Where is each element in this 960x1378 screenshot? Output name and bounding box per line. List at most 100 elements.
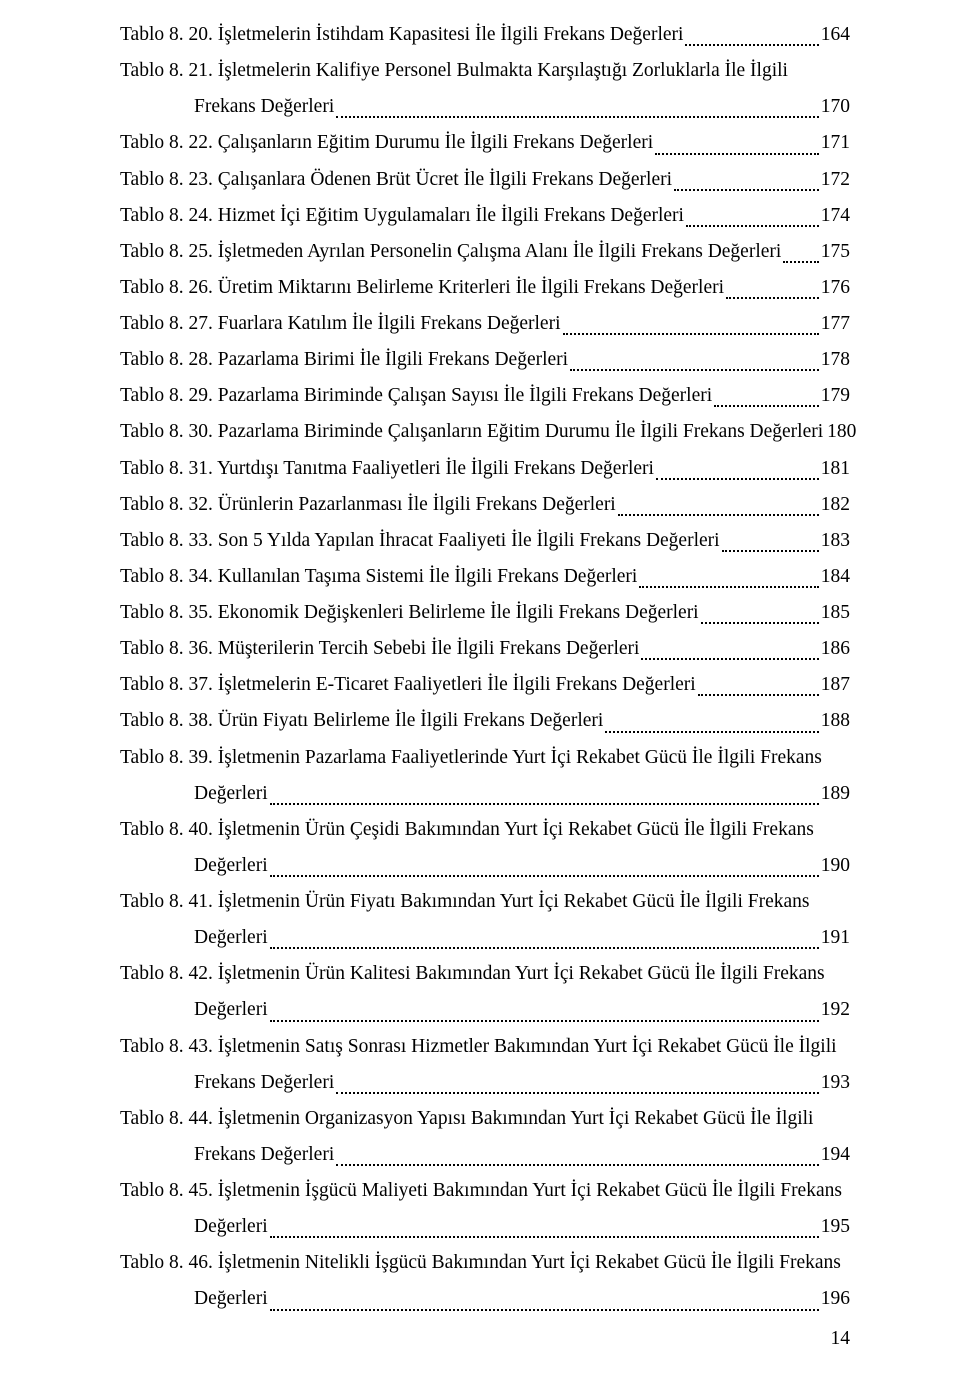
toc-entry: Tablo 8. 21. İşletmelerin Kalifiye Perso… bbox=[120, 54, 850, 88]
toc-entry-text: Tablo 8. 27. Fuarlara Katılım İle İlgili… bbox=[120, 307, 561, 341]
toc-leader-dots bbox=[270, 1235, 819, 1238]
toc-entry-page: 175 bbox=[821, 235, 850, 269]
toc-entry-page: 193 bbox=[821, 1066, 850, 1100]
toc-entry-text: Değerleri bbox=[194, 1210, 268, 1244]
toc-entry-page: 181 bbox=[821, 452, 850, 486]
toc-leader-dots bbox=[639, 585, 818, 588]
toc-entry: Tablo 8. 29. Pazarlama Biriminde Çalışan… bbox=[120, 379, 850, 413]
toc-entry-page: 188 bbox=[821, 704, 850, 738]
toc-entry-text: Tablo 8. 26. Üretim Miktarını Belirleme … bbox=[120, 271, 724, 305]
toc-entry-text: Tablo 8. 23. Çalışanlara Ödenen Brüt Ücr… bbox=[120, 163, 672, 197]
toc-page: Tablo 8. 20. İşletmelerin İstihdam Kapas… bbox=[0, 0, 960, 1378]
toc-entry: Tablo 8. 37. İşletmelerin E-Ticaret Faal… bbox=[120, 668, 850, 702]
toc-entry-text: Tablo 8. 44. İşletmenin Organizasyon Yap… bbox=[120, 1102, 813, 1136]
toc-leader-dots bbox=[656, 477, 819, 480]
toc-entry-page: 183 bbox=[821, 524, 850, 558]
toc-entry-text: Tablo 8. 28. Pazarlama Birimi İle İlgili… bbox=[120, 343, 568, 377]
toc-entry: Tablo 8. 23. Çalışanlara Ödenen Brüt Ücr… bbox=[120, 163, 850, 197]
toc-entry-text: Tablo 8. 35. Ekonomik Değişkenleri Belir… bbox=[120, 596, 699, 630]
toc-entry: Değerleri 195 bbox=[120, 1210, 850, 1244]
toc-leader-dots bbox=[270, 1019, 819, 1022]
toc-leader-dots bbox=[674, 188, 819, 191]
toc-entry: Tablo 8. 30. Pazarlama Biriminde Çalışan… bbox=[120, 415, 850, 449]
toc-entry-page: 172 bbox=[821, 163, 850, 197]
toc-leader-dots bbox=[570, 368, 819, 371]
toc-entry: Tablo 8. 39. İşletmenin Pazarlama Faaliy… bbox=[120, 741, 850, 775]
toc-entry: Tablo 8. 32. Ürünlerin Pazarlanması İle … bbox=[120, 488, 850, 522]
toc-entry-text: Değerleri bbox=[194, 921, 268, 955]
toc-leader-dots bbox=[270, 802, 819, 805]
toc-entry-page: 179 bbox=[821, 379, 850, 413]
toc-entry: Değerleri192 bbox=[120, 993, 850, 1027]
toc-leader-dots bbox=[686, 224, 819, 227]
toc-entry-text: Frekans Değerleri bbox=[194, 90, 334, 124]
toc-leader-dots bbox=[655, 152, 819, 155]
toc-entry-text: Değerleri bbox=[194, 993, 268, 1027]
toc-entry: Tablo 8. 31. Yurtdışı Tanıtma Faaliyetle… bbox=[120, 452, 850, 486]
toc-entry-page: 184 bbox=[821, 560, 850, 594]
toc-entry: Tablo 8. 44. İşletmenin Organizasyon Yap… bbox=[120, 1102, 850, 1136]
toc-entry-page: 180 bbox=[827, 415, 856, 449]
toc-entry: Frekans Değerleri 193 bbox=[120, 1066, 850, 1100]
toc-entry: Tablo 8. 35. Ekonomik Değişkenleri Belir… bbox=[120, 596, 850, 630]
toc-leader-dots bbox=[685, 43, 818, 46]
toc-entry-page: 191 bbox=[821, 921, 850, 955]
toc-leader-dots bbox=[270, 946, 819, 949]
toc-entry-text: Tablo 8. 21. İşletmelerin Kalifiye Perso… bbox=[120, 54, 788, 88]
toc-entry: Tablo 8. 45. İşletmenin İşgücü Maliyeti … bbox=[120, 1174, 850, 1208]
toc-leader-dots bbox=[726, 296, 819, 299]
toc-entry-text: Tablo 8. 24. Hizmet İçi Eğitim Uygulamal… bbox=[120, 199, 684, 233]
toc-entry-text: Tablo 8. 20. İşletmelerin İstihdam Kapas… bbox=[120, 18, 683, 52]
toc-entry: Tablo 8. 24. Hizmet İçi Eğitim Uygulamal… bbox=[120, 199, 850, 233]
toc-entry-text: Tablo 8. 39. İşletmenin Pazarlama Faaliy… bbox=[120, 741, 822, 775]
toc-entry-page: 196 bbox=[821, 1282, 850, 1316]
toc-entry-page: 164 bbox=[821, 18, 850, 52]
toc-leader-dots bbox=[698, 693, 819, 696]
toc-entry: Tablo 8. 36. Müşterilerin Tercih Sebebi … bbox=[120, 632, 850, 666]
toc-entry-text: Tablo 8. 33. Son 5 Yılda Yapılan İhracat… bbox=[120, 524, 720, 558]
toc-leader-dots bbox=[336, 115, 819, 118]
toc-entry-text: Tablo 8. 30. Pazarlama Biriminde Çalışan… bbox=[120, 415, 823, 449]
toc-entry-page: 187 bbox=[821, 668, 850, 702]
toc-leader-dots bbox=[605, 730, 818, 733]
toc-entry: Tablo 8. 27. Fuarlara Katılım İle İlgili… bbox=[120, 307, 850, 341]
toc-leader-dots bbox=[336, 1091, 819, 1094]
toc-entry: Tablo 8. 34. Kullanılan Taşıma Sistemi İ… bbox=[120, 560, 850, 594]
toc-entry-text: Tablo 8. 37. İşletmelerin E-Ticaret Faal… bbox=[120, 668, 696, 702]
toc-entry: Tablo 8. 40. İşletmenin Ürün Çeşidi Bakı… bbox=[120, 813, 850, 847]
toc-entry-text: Değerleri bbox=[194, 849, 268, 883]
toc-entry: Değerleri 191 bbox=[120, 921, 850, 955]
toc-entry: Frekans Değerleri194 bbox=[120, 1138, 850, 1172]
toc-entry-text: Tablo 8. 32. Ürünlerin Pazarlanması İle … bbox=[120, 488, 616, 522]
toc-entry-text: Frekans Değerleri bbox=[194, 1138, 334, 1172]
toc-list: Tablo 8. 20. İşletmelerin İstihdam Kapas… bbox=[120, 18, 850, 1317]
toc-entry-page: 195 bbox=[821, 1210, 850, 1244]
toc-entry-text: Tablo 8. 36. Müşterilerin Tercih Sebebi … bbox=[120, 632, 639, 666]
toc-leader-dots bbox=[722, 549, 819, 552]
toc-entry-page: 176 bbox=[821, 271, 850, 305]
toc-entry-text: Tablo 8. 45. İşletmenin İşgücü Maliyeti … bbox=[120, 1174, 842, 1208]
toc-leader-dots bbox=[701, 621, 819, 624]
toc-leader-dots bbox=[714, 404, 819, 407]
toc-entry: Tablo 8. 26. Üretim Miktarını Belirleme … bbox=[120, 271, 850, 305]
toc-entry-text: Tablo 8. 46. İşletmenin Nitelikli İşgücü… bbox=[120, 1246, 841, 1280]
toc-entry: Tablo 8. 41. İşletmenin Ürün Fiyatı Bakı… bbox=[120, 885, 850, 919]
toc-entry-page: 171 bbox=[821, 126, 850, 160]
toc-entry: Tablo 8. 20. İşletmelerin İstihdam Kapas… bbox=[120, 18, 850, 52]
toc-entry-page: 177 bbox=[821, 307, 850, 341]
toc-leader-dots bbox=[336, 1163, 819, 1166]
toc-entry: Tablo 8. 33. Son 5 Yılda Yapılan İhracat… bbox=[120, 524, 850, 558]
toc-leader-dots bbox=[641, 657, 818, 660]
toc-entry-text: Frekans Değerleri bbox=[194, 1066, 334, 1100]
toc-entry: Tablo 8. 46. İşletmenin Nitelikli İşgücü… bbox=[120, 1246, 850, 1280]
toc-leader-dots bbox=[563, 332, 819, 335]
toc-leader-dots bbox=[270, 1308, 819, 1311]
toc-leader-dots bbox=[783, 260, 818, 263]
toc-entry-page: 178 bbox=[821, 343, 850, 377]
toc-entry-page: 186 bbox=[821, 632, 850, 666]
toc-entry: Frekans Değerleri170 bbox=[120, 90, 850, 124]
toc-entry-text: Tablo 8. 31. Yurtdışı Tanıtma Faaliyetle… bbox=[120, 452, 654, 486]
toc-entry-text: Tablo 8. 22. Çalışanların Eğitim Durumu … bbox=[120, 126, 653, 160]
toc-leader-dots bbox=[270, 874, 819, 877]
toc-entry-text: Tablo 8. 38. Ürün Fiyatı Belirleme İle İ… bbox=[120, 704, 603, 738]
